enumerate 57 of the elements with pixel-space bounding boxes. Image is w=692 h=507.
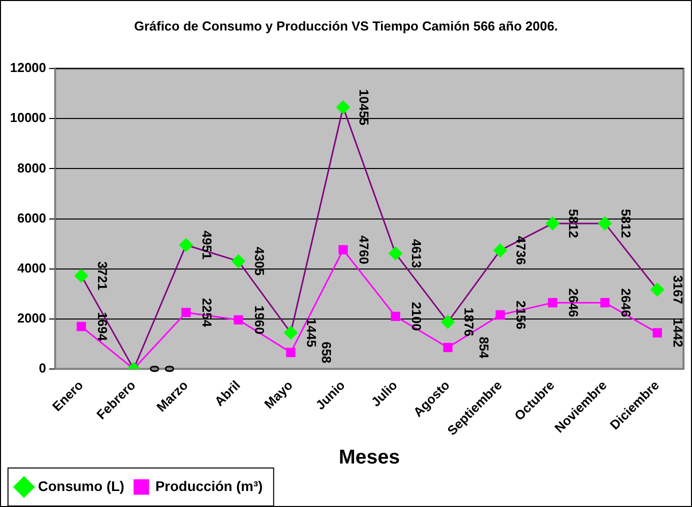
- point: [232, 254, 246, 268]
- point: [493, 244, 507, 258]
- data-label: 1445: [304, 318, 320, 348]
- point: [336, 100, 350, 114]
- data-label: 1960: [252, 305, 267, 334]
- y-tick-label: 0: [38, 360, 46, 376]
- point: [338, 245, 348, 254]
- x-axis-title: Meses: [338, 446, 400, 469]
- data-label: 4951: [199, 230, 214, 260]
- data-label: 3721: [94, 261, 110, 290]
- y-tick-label: 12000: [10, 60, 46, 76]
- point: [441, 315, 455, 329]
- point: [548, 298, 558, 308]
- data-label: 854: [476, 336, 492, 360]
- point: [234, 315, 244, 324]
- data-label: 2254: [199, 298, 214, 328]
- point: [598, 216, 612, 230]
- point: [74, 269, 88, 283]
- data-label: 2646: [618, 288, 634, 318]
- data-label: 2646: [566, 288, 582, 318]
- y-tick-label: 10000: [10, 110, 46, 126]
- data-label: 10455: [356, 89, 372, 126]
- data-label: 3167: [670, 275, 686, 304]
- point: [286, 348, 296, 358]
- data-label: 5812: [566, 208, 582, 238]
- point: [443, 342, 453, 352]
- data-label: 4613: [408, 239, 424, 268]
- data-label: 0: [147, 365, 162, 373]
- point: [179, 238, 193, 252]
- point: [496, 310, 505, 320]
- point: [388, 246, 402, 260]
- data-label: 4760: [356, 235, 372, 264]
- y-tick-label: 4000: [17, 260, 46, 276]
- point: [390, 312, 400, 321]
- data-label: 1694: [94, 312, 110, 342]
- point: [546, 216, 560, 230]
- y-tick-label: 8000: [17, 160, 46, 176]
- data-label: 2100: [408, 302, 424, 331]
- point: [650, 282, 664, 296]
- data-label: 0: [162, 365, 178, 373]
- y-tick-label: 2000: [17, 310, 46, 326]
- point: [181, 308, 191, 318]
- data-label: 5812: [618, 208, 634, 238]
- legend-label: Consumo (L): [38, 478, 124, 494]
- legend-label: Producción (m³): [155, 478, 263, 494]
- data-label: 1876: [461, 307, 476, 336]
- point: [652, 328, 662, 338]
- data-label: 2156: [514, 300, 529, 330]
- chart-title: Gráfico de Consumo y Producción VS Tiempo Camión 566 año 2006.: [134, 18, 558, 34]
- point: [76, 322, 86, 332]
- data-label: 658: [319, 342, 334, 364]
- data-label: 1442: [670, 318, 686, 348]
- y-tick-label: 6000: [17, 210, 46, 226]
- point: [600, 298, 610, 308]
- point: [284, 326, 298, 340]
- data-label: 4305: [252, 246, 267, 276]
- data-label: 4736: [514, 236, 529, 265]
